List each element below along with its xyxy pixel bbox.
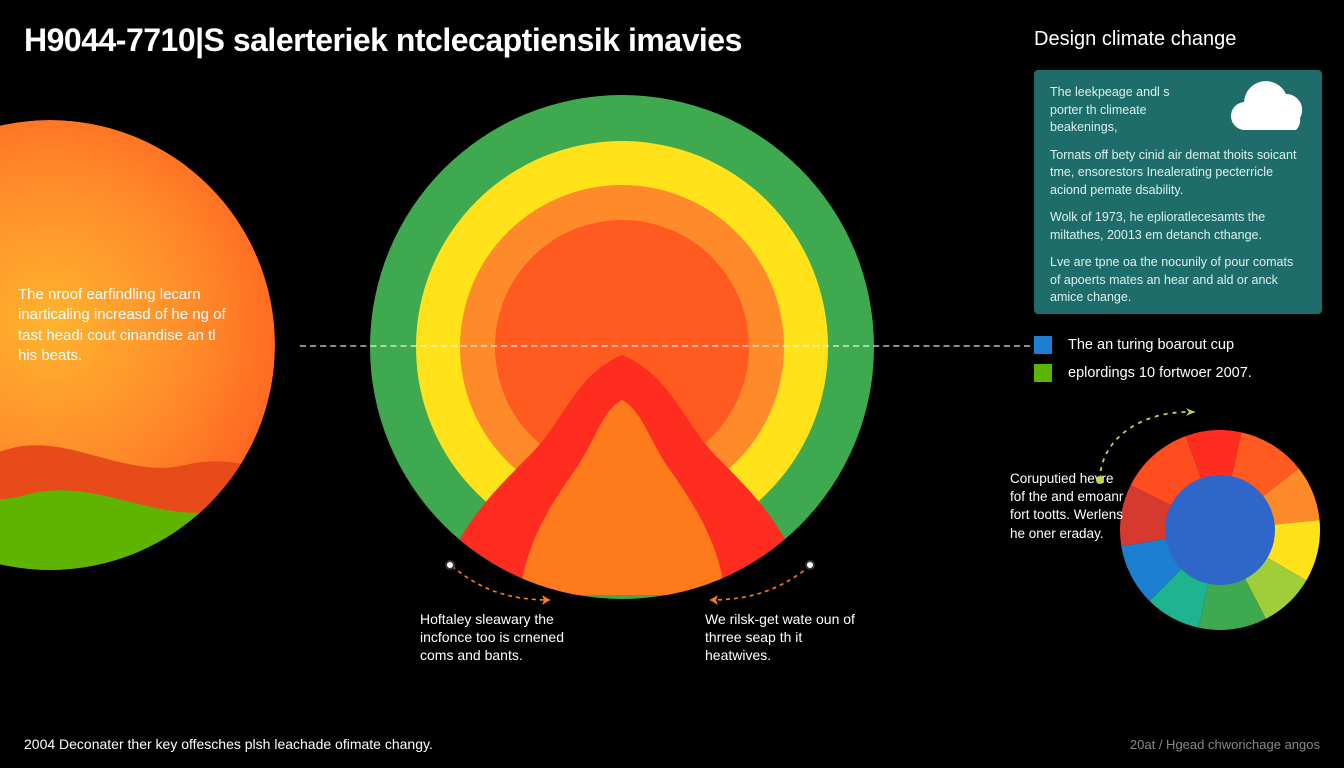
donut-chart (1120, 430, 1320, 630)
legend: The an turing boarout cup eplordings 10 … (1034, 336, 1252, 392)
sidebar-paragraph: Lve are tpne oa the nocunily of pour com… (1050, 254, 1306, 307)
footer-left: 2004 Deconater ther key offesches plsh l… (24, 736, 433, 752)
center-blob (370, 95, 874, 599)
footer-right: 20at / Hgead chworichage angos (1130, 737, 1320, 752)
legend-swatch (1034, 336, 1052, 354)
midline-dashed (300, 345, 1030, 347)
callout-dot-right (805, 560, 815, 570)
center-circle (370, 95, 874, 599)
sidebar-paragraph: Tornats off bety cinid air demat thoits … (1050, 147, 1306, 200)
callout-dot-left (445, 560, 455, 570)
page-title: H9044-7710|S salerteriek ntclecaptiensik… (24, 22, 742, 59)
callout-right: We rilsk-get wate oun of thrree seap th … (705, 610, 870, 665)
legend-label: eplordings 10 fortwoer 2007. (1068, 365, 1252, 381)
legend-item: The an turing boarout cup (1034, 336, 1252, 354)
sidebar-paragraph: Wolk of 1973, he eplioratlecesamts the m… (1050, 209, 1306, 244)
legend-swatch (1034, 364, 1052, 382)
donut-inner (1165, 475, 1275, 585)
cloud-icon (1222, 78, 1318, 138)
callout-left: Hoftaley sleawary the incfonce too is cr… (420, 610, 595, 665)
sidebar-paragraph: The leekpeage andl s porter th climeate … (1050, 84, 1200, 137)
sidebar-title: Design climate change (1034, 28, 1236, 51)
legend-label: The an turing boarout cup (1068, 337, 1234, 353)
donut-caption: Coruputied hevre fof the and emoanr fort… (1010, 470, 1125, 543)
left-circle-caption: The nroof earfindling lecarn inarticalin… (18, 285, 228, 366)
legend-item: eplordings 10 fortwoer 2007. (1034, 364, 1252, 382)
